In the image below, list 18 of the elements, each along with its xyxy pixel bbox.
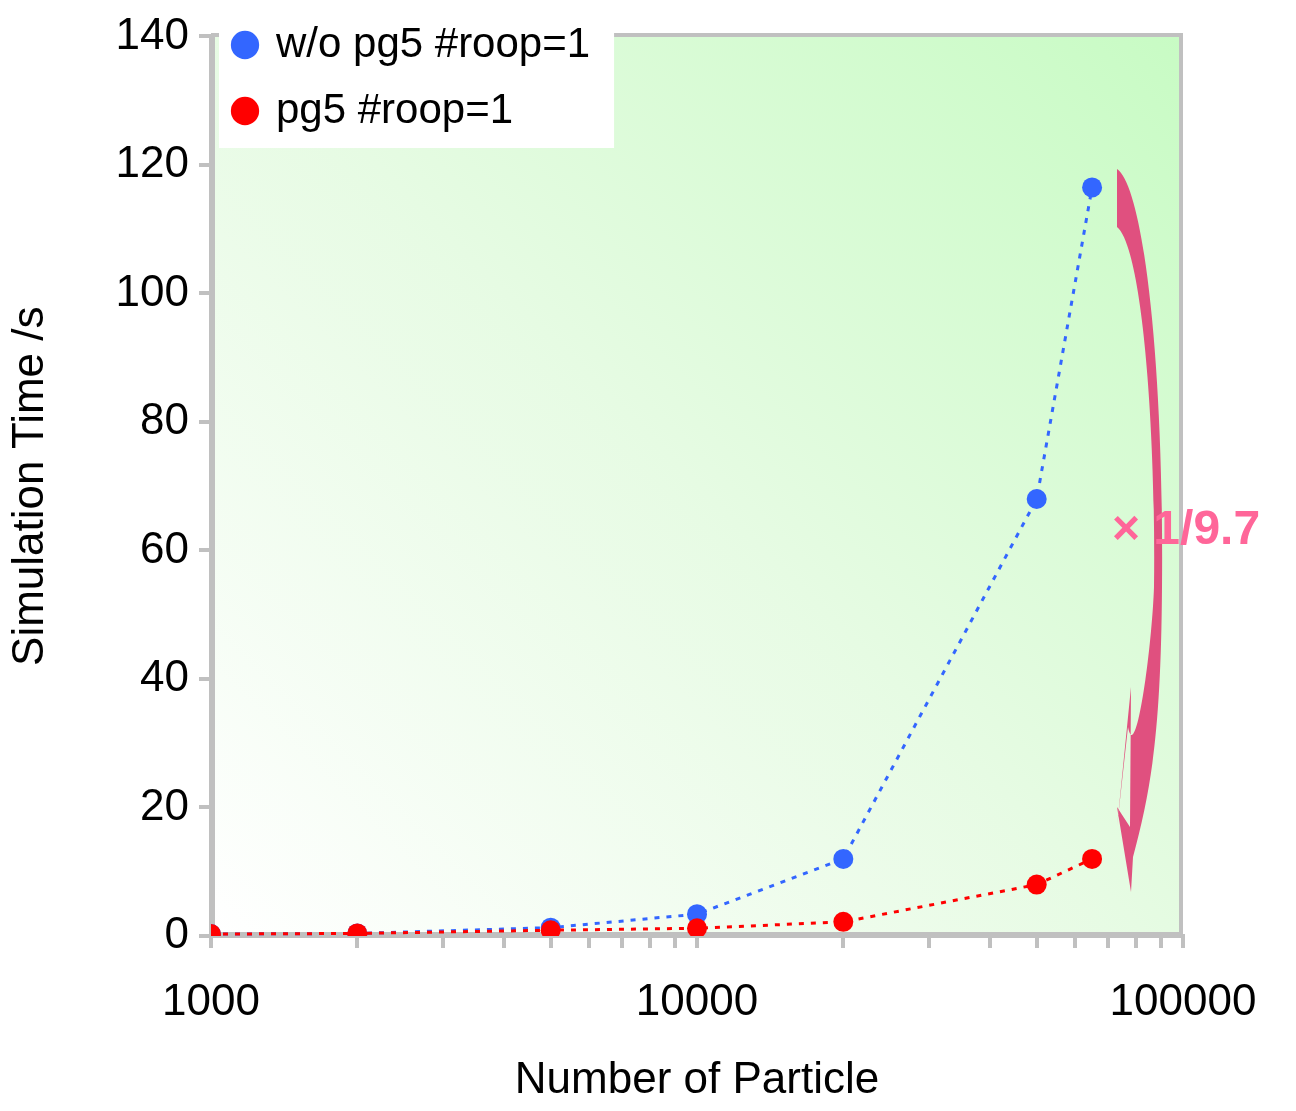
y-tick-label: 60	[140, 522, 189, 572]
y-tick-label: 100	[115, 265, 189, 315]
point	[833, 848, 854, 869]
x-tick-label: 10000	[635, 974, 759, 1024]
point	[833, 911, 854, 932]
y-axis-title: Simulation Time /s	[2, 306, 52, 666]
legend-label: pg5 #roop=1	[276, 84, 514, 132]
y-tick-label: 80	[140, 394, 189, 444]
point	[687, 918, 707, 936]
y-tick-label: 120	[115, 137, 189, 187]
y-tick-label: 40	[140, 651, 189, 701]
legend-label: w/o pg5 #roop=1	[275, 18, 591, 66]
x-tick-label: 1000	[162, 974, 260, 1024]
y-tick-label: 20	[140, 779, 189, 829]
y-tick-label: 140	[115, 8, 189, 58]
y-tick-label: 0	[164, 908, 189, 958]
x-axis-title: Number of Particle	[514, 1052, 880, 1102]
x-tick-label: 100000	[1109, 974, 1257, 1024]
